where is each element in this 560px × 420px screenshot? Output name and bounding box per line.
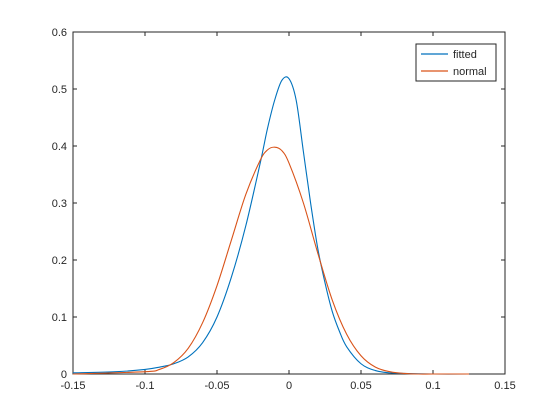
series-line-fitted	[72, 76, 470, 375]
y-tick-label: 0.4	[52, 141, 67, 153]
series-line-normal	[72, 146, 470, 375]
x-tick-label: 0	[286, 380, 292, 392]
x-tick-label: 0.1	[425, 380, 440, 392]
y-tick-label: 0.5	[52, 84, 67, 96]
legend-label-normal: normal	[453, 66, 487, 78]
series-group	[72, 76, 470, 375]
legend: fitted normal	[415, 43, 497, 82]
y-tick-label: 0.3	[52, 198, 67, 210]
x-tick-label: 0.15	[494, 380, 515, 392]
y-tick-label: 0.1	[52, 312, 67, 324]
x-tick-label: -0.05	[204, 380, 229, 392]
x-tick-label: 0.05	[350, 380, 371, 392]
x-tick-label: -0.15	[60, 380, 85, 392]
x-tick-label: -0.1	[136, 380, 155, 392]
y-tick-label: 0	[61, 369, 67, 381]
legend-label-fitted: fitted	[453, 49, 477, 61]
plot-area-box	[72, 31, 506, 375]
y-tick-label: 0.2	[52, 255, 67, 267]
y-tick-label: 0.6	[52, 27, 67, 39]
axes: -0.15 -0.1 -0.05 0 0.05 0.1 0.15 0 0.1 0.2 0.3 0.4 0…	[52, 27, 516, 392]
legend-box	[415, 43, 497, 82]
